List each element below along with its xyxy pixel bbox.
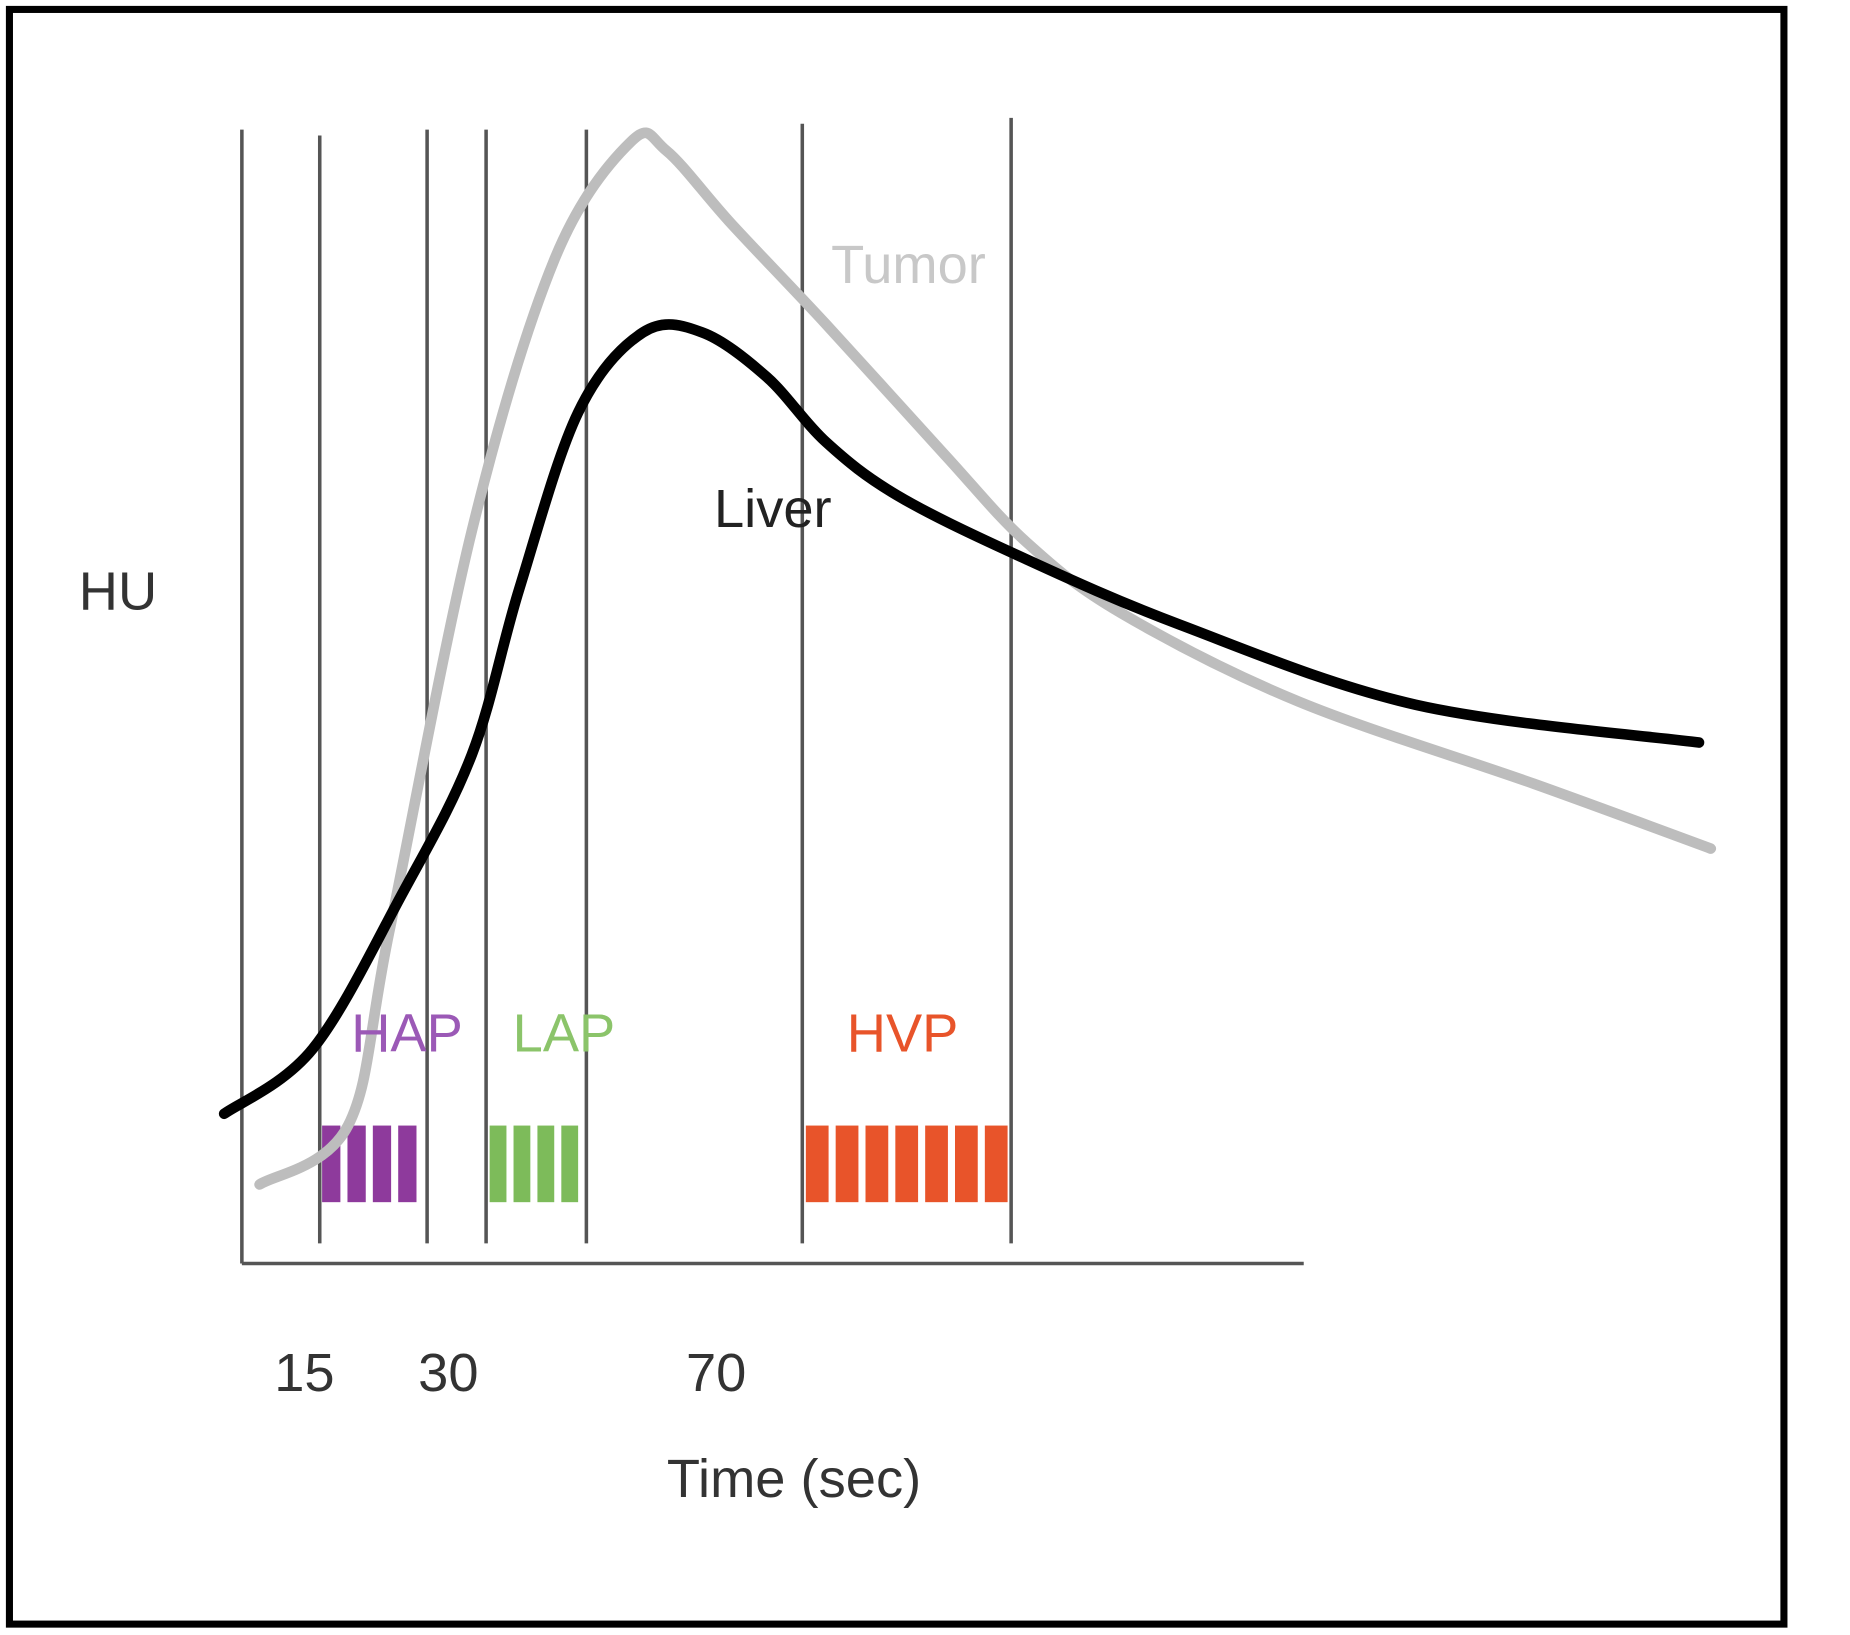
phase-bars <box>322 1125 1008 1203</box>
phase-label: HVP <box>847 1004 959 1064</box>
frame <box>5 5 1788 1628</box>
phase-bar-segment <box>955 1125 978 1203</box>
x-label: Time (sec) <box>667 1449 921 1509</box>
phase-label: HAP <box>351 1004 463 1064</box>
phase-bar-segment <box>561 1125 579 1203</box>
x-tick-label: 15 <box>274 1343 334 1403</box>
x-tick-label: 70 <box>686 1343 746 1403</box>
phase-bar-segment <box>489 1125 507 1203</box>
phase-bar-segment <box>835 1125 859 1203</box>
y-label: HU <box>79 562 157 622</box>
phase-bar-segment <box>372 1125 392 1203</box>
phase-bar-segment <box>513 1125 531 1203</box>
phase-bar-segment <box>805 1125 829 1203</box>
phase-bar-segment <box>865 1125 889 1203</box>
phase-bar-segment <box>925 1125 948 1203</box>
curve-label: Liver <box>714 479 832 539</box>
curve-label: Tumor <box>831 235 986 295</box>
phase-bar-segment <box>347 1125 366 1203</box>
phase-bar-segment <box>895 1125 919 1203</box>
tumor-curve <box>254 127 1717 1190</box>
phase-bar-segment <box>984 1125 1008 1203</box>
phase-lines <box>240 117 1304 1266</box>
liver-curve <box>218 319 1705 1120</box>
x-tick-label: 30 <box>418 1343 478 1403</box>
phase-label: LAP <box>513 1004 616 1064</box>
phase-bar-segment <box>537 1125 555 1203</box>
phase-bar-segment <box>398 1125 417 1203</box>
